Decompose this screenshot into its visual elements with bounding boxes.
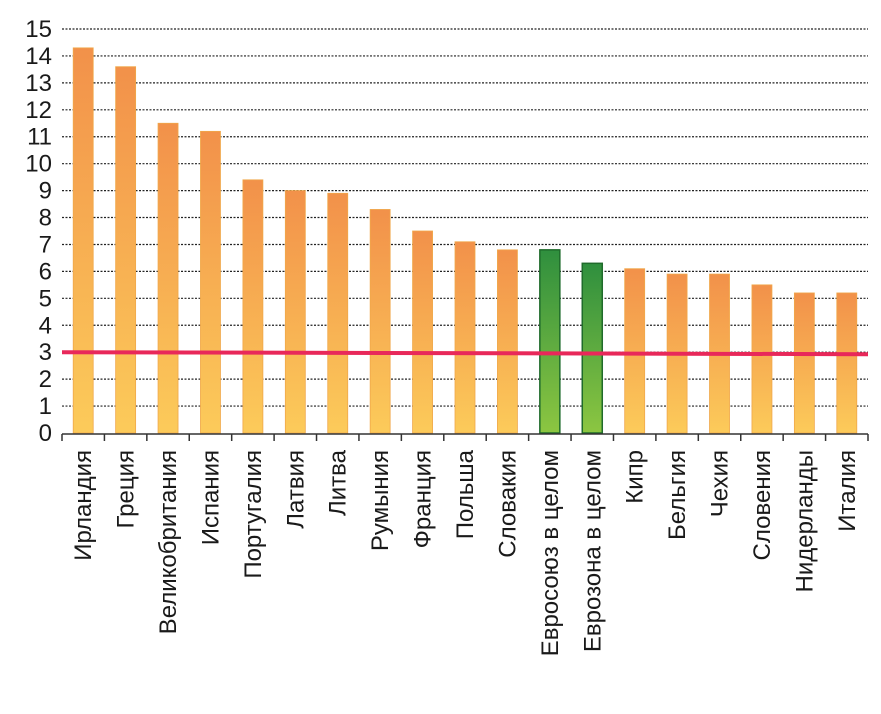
y-tick-label: 15 bbox=[25, 16, 52, 43]
x-category-label: Польша bbox=[452, 449, 479, 539]
bar bbox=[454, 241, 476, 434]
y-tick-label: 14 bbox=[25, 43, 52, 70]
bar bbox=[836, 292, 858, 434]
bar bbox=[242, 179, 264, 434]
y-tick-label: 5 bbox=[39, 285, 52, 312]
x-category-label: Бельгия bbox=[664, 450, 691, 540]
y-tick-label: 2 bbox=[39, 366, 52, 393]
x-category-label: Литва bbox=[325, 449, 352, 516]
y-tick-label: 3 bbox=[39, 339, 52, 366]
y-tick-label: 12 bbox=[25, 97, 52, 124]
y-tick-label: 13 bbox=[25, 70, 52, 97]
bar bbox=[369, 209, 391, 434]
bar bbox=[72, 47, 94, 434]
x-category-label: Евросоюз в целом bbox=[537, 450, 564, 656]
x-category-label: Чехия bbox=[707, 450, 734, 517]
x-category-label: Франция bbox=[410, 450, 437, 548]
y-tick-label: 9 bbox=[39, 178, 52, 205]
bar bbox=[327, 192, 349, 434]
bar bbox=[793, 292, 815, 434]
y-tick-label: 1 bbox=[39, 393, 52, 420]
x-category-label: Латвия bbox=[282, 450, 309, 529]
bar bbox=[200, 130, 221, 434]
x-axis-labels: Ирландия Греция Великобритания Испания Порту… bbox=[70, 449, 861, 656]
x-category-label: Кипр bbox=[622, 450, 649, 504]
bar bbox=[284, 190, 306, 434]
x-axis bbox=[61, 433, 869, 441]
bar bbox=[539, 249, 561, 434]
x-category-label: Греция bbox=[113, 450, 140, 529]
x-category-label: Испания bbox=[197, 450, 224, 545]
y-tick-label: 4 bbox=[39, 312, 52, 339]
x-category-label: Великобритания bbox=[155, 450, 182, 634]
x-category-label: Италия bbox=[834, 450, 861, 532]
x-category-label: Нидерланды bbox=[791, 450, 818, 592]
y-tick-label: 7 bbox=[39, 231, 52, 258]
bars bbox=[72, 47, 858, 434]
bar bbox=[157, 122, 179, 434]
x-category-label: Еврозона в целом bbox=[579, 450, 606, 652]
y-tick-label: 10 bbox=[25, 151, 52, 178]
x-category-label: Словения bbox=[749, 450, 776, 560]
y-tick-label: 8 bbox=[39, 205, 52, 232]
bar bbox=[115, 66, 137, 434]
reference-line-group bbox=[61, 350, 869, 357]
x-category-label: Словакия bbox=[494, 450, 521, 558]
x-category-label: Португалия bbox=[240, 450, 267, 579]
bar bbox=[497, 249, 518, 434]
y-tick-label: 11 bbox=[27, 124, 52, 151]
reference-line bbox=[61, 350, 869, 357]
y-tick-label: 6 bbox=[39, 258, 52, 285]
x-category-label: Ирландия bbox=[70, 450, 97, 561]
bar bbox=[751, 284, 773, 434]
bar bbox=[581, 262, 604, 434]
bar bbox=[412, 230, 433, 434]
x-category-label: Румыния bbox=[367, 450, 394, 551]
y-tick-label: 0 bbox=[39, 420, 52, 447]
bar bbox=[624, 268, 646, 434]
